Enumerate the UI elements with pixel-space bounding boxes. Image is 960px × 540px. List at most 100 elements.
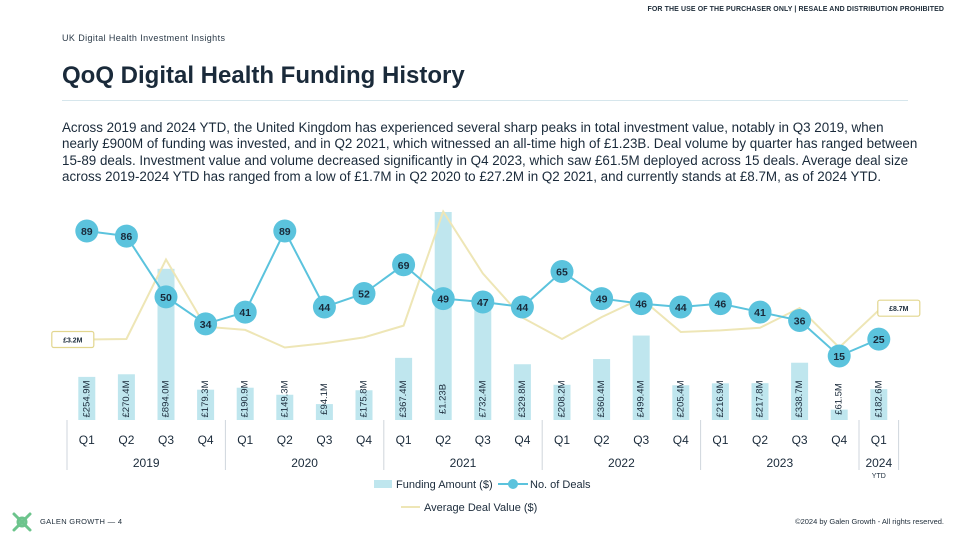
avg-callout-label: £3.2M [63, 338, 83, 345]
funding-bar [711, 383, 729, 420]
quarter-tick-label: Q1 [554, 433, 570, 447]
quarter-tick-label: Q3 [633, 433, 649, 447]
quarter-axis: Q1 Q2 Q3 Q4 Q1 Q2 Q3 Q4 Q1 Q2 Q3 Q4 Q1 Q2 Q3 Q4 Q1 Q2 Q3 Q4… [66, 420, 900, 480]
deals-point: 50 [154, 285, 178, 309]
funding-bar-label: £270.4M [121, 380, 132, 417]
deals-marker [510, 295, 534, 319]
funding-chart: £254.9M £270.4M £894.0M £179.3M £190.9M £149.… [51, 209, 921, 514]
galen-growth-logo-icon [12, 512, 32, 532]
funding-bar [672, 385, 690, 420]
deals-value-label: 65 [556, 267, 568, 279]
deals-marker [392, 253, 416, 277]
funding-bar [751, 383, 769, 420]
quarter-tick-label: Q4 [198, 433, 214, 447]
funding-bar-label: £254.9M [81, 380, 92, 417]
deals-point: 15 [827, 344, 851, 368]
deals-series: 89 86 50 34 41 89 44 52 69 49 47 44 65 49 46 44 46 41 36 15… [75, 219, 891, 368]
deals-marker [471, 290, 495, 314]
deals-value-label: 49 [437, 294, 449, 306]
deals-point: 36 [788, 309, 812, 333]
deals-marker [273, 219, 297, 243]
deals-value-label: 46 [635, 299, 647, 311]
deals-point: 34 [194, 312, 218, 336]
funding-bars [78, 212, 888, 420]
funding-bar [870, 389, 888, 420]
funding-bar [355, 390, 373, 420]
quarter-tick-label: Q1 [871, 433, 887, 447]
funding-bar-labels: £254.9M £270.4M £894.0M £179.3M £190.9M £149.… [81, 380, 884, 417]
deals-value-label: 86 [121, 231, 133, 243]
funding-bar-label: £338.7M [794, 380, 805, 417]
deals-point: 52 [352, 282, 376, 305]
legend-deals-marker [508, 479, 518, 489]
quarter-tick-label: Q1 [396, 433, 412, 447]
funding-bar-label: £149.3M [279, 380, 290, 417]
year-group-label: 2020 [291, 456, 318, 470]
year-group-label: 2024 [865, 456, 892, 470]
deals-marker [669, 295, 693, 319]
funding-bar [593, 359, 611, 420]
quarter-tick-label: Q4 [673, 433, 689, 447]
funding-bar [395, 357, 413, 420]
deals-marker [194, 312, 218, 336]
deals-marker [114, 224, 138, 248]
footer-brand-page: GALEN GROWTH — 4 [40, 517, 123, 526]
deals-point: 46 [708, 292, 732, 316]
quarter-tick-label: Q2 [435, 433, 451, 447]
average-deal-value-series: £3.2M £8.7M [51, 209, 921, 349]
quarter-tick-label: Q4 [356, 433, 372, 447]
quarter-tick-label: Q1 [237, 433, 253, 447]
deals-value-label: 25 [873, 334, 885, 346]
deals-point: 47 [471, 290, 495, 314]
funding-bar [830, 409, 848, 420]
deals-value-label: 89 [81, 226, 93, 238]
avg-callout-label: £8.7M [889, 306, 909, 313]
deals-marker [312, 295, 336, 319]
deals-point: 49 [590, 287, 614, 311]
deals-value-label: 36 [794, 316, 806, 328]
deals-marker [154, 285, 178, 309]
funding-bar-label: £360.4M [596, 380, 607, 417]
year-group-sublabel: YTD [872, 473, 886, 480]
year-group-label: 2022 [608, 456, 635, 470]
average-deal-value-line [86, 209, 880, 349]
quarter-tick-label: Q2 [594, 433, 610, 447]
funding-bar-label: £217.8M [755, 380, 766, 417]
funding-bar-label: £216.9M [715, 380, 726, 417]
deals-value-label: 15 [833, 351, 845, 363]
quarter-tick-label: Q3 [316, 433, 332, 447]
funding-bar-label: £205.4M [675, 380, 686, 417]
deals-value-label: 89 [279, 226, 291, 238]
chart-legend: Funding Amount ($) No. of Deals Average De… [374, 479, 591, 514]
funding-bar [197, 389, 215, 420]
funding-bar-label: £367.4M [398, 380, 409, 417]
deals-marker [352, 282, 376, 305]
avg-callout-box [877, 299, 921, 317]
funding-bar [553, 384, 571, 420]
quarter-tick-label: Q1 [79, 433, 95, 447]
deals-point: 41 [233, 300, 257, 324]
funding-bar [513, 364, 531, 420]
deals-marker [233, 300, 257, 324]
footer-copyright: ©2024 by Galen Growth - All rights reser… [795, 517, 944, 526]
funding-bar-label: £190.9M [240, 380, 251, 417]
quarter-tick-label: Q3 [792, 433, 808, 447]
page-title: QoQ Digital Health Funding History [62, 62, 465, 89]
deals-point: 44 [510, 295, 534, 319]
legend-funding-swatch [374, 480, 392, 488]
deals-value-label: 34 [200, 319, 212, 331]
deals-value-label: 50 [160, 292, 172, 304]
deals-point: 89 [75, 219, 99, 243]
deals-marker [708, 292, 732, 316]
funding-bar-label: £94.1M [319, 383, 330, 415]
funding-bar-label: £1.23B [438, 384, 449, 414]
deals-value-label: 41 [239, 307, 251, 319]
deals-point: 69 [392, 253, 416, 277]
funding-bar-label: £179.3M [200, 380, 211, 417]
funding-bar-label: £208.2M [557, 380, 568, 417]
funding-bar [791, 362, 809, 420]
disclaimer: FOR THE USE OF THE PURCHASER ONLY | RESA… [647, 6, 944, 13]
deals-marker [550, 260, 574, 284]
funding-bar [632, 335, 650, 420]
deals-value-label: 46 [715, 299, 727, 311]
